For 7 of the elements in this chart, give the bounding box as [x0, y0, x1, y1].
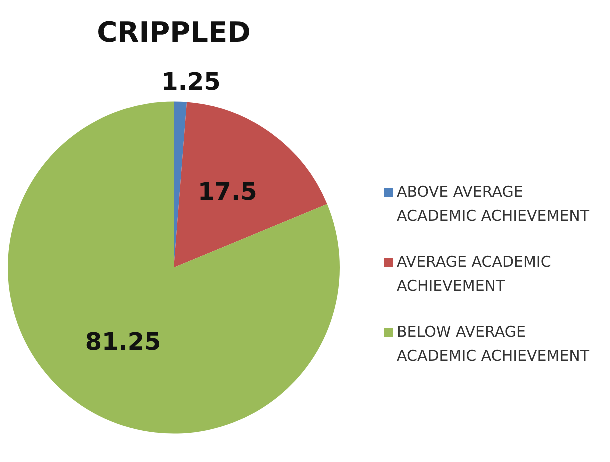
legend-label: AVERAGE ACADEMIC ACHIEVEMENT	[397, 252, 552, 297]
data-label: 1.25	[162, 68, 221, 96]
legend-label: BELOW AVERAGE ACADEMIC ACHIEVEMENT	[397, 322, 591, 367]
data-label: 81.25	[85, 328, 162, 356]
chart-title: CRIPPLED	[97, 16, 251, 50]
data-label: 17.5	[198, 178, 258, 206]
legend-label: ABOVE AVERAGE ACADEMIC ACHIEVEMENT	[397, 182, 591, 227]
